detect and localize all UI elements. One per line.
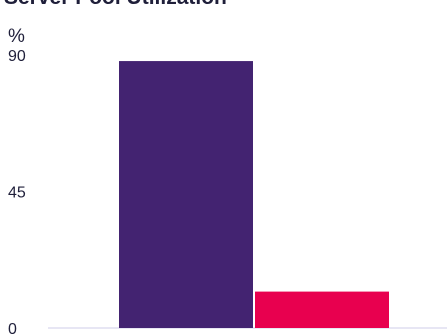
y-tick-label-0: 0 (8, 321, 17, 335)
y-tick-label-1: 45 (8, 185, 26, 202)
chart-title: Server Pool Utilization (4, 0, 227, 9)
y-tick-label-2: 90 (8, 48, 26, 65)
bar-series (119, 61, 389, 329)
y-axis-ticks: 0 45 90 (8, 48, 26, 335)
bar-1 (255, 291, 389, 328)
bar-0 (119, 61, 253, 329)
y-axis-unit-label: % (8, 26, 25, 47)
